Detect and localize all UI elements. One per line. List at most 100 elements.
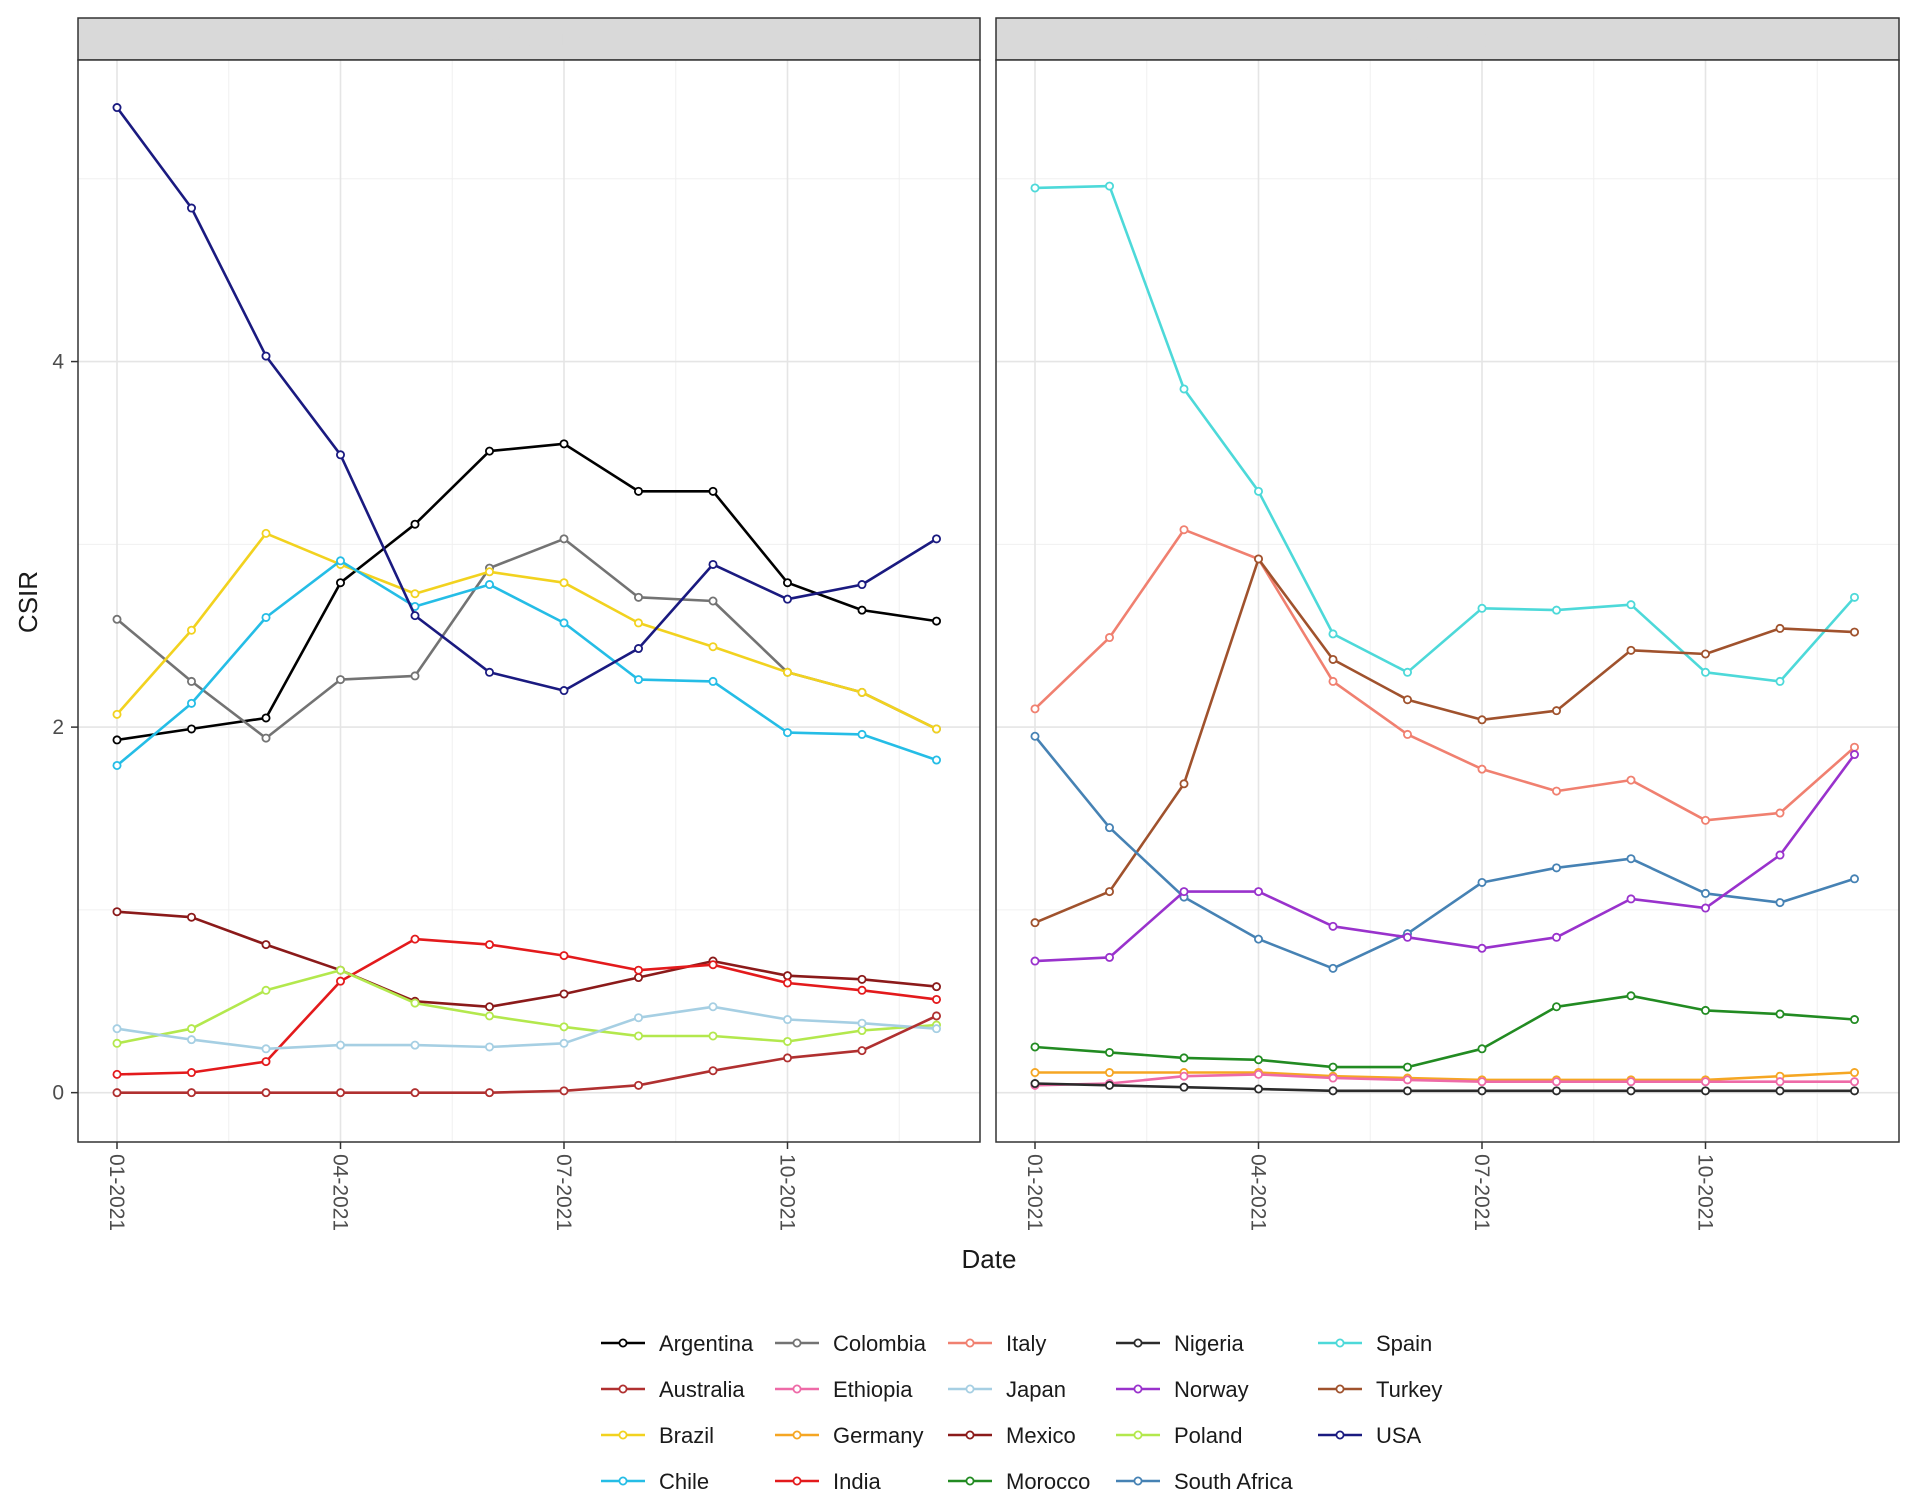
data-point-mexico — [261, 940, 271, 950]
data-point-japan — [484, 1042, 494, 1052]
series-layer — [112, 103, 942, 1098]
data-point-india — [410, 934, 420, 944]
series-line-mexico — [116, 910, 937, 1009]
gridlines — [996, 60, 1899, 1142]
data-point-chile — [335, 556, 345, 566]
data-point-germany — [1850, 1068, 1860, 1078]
series-line-india — [116, 937, 937, 1076]
data-point-india — [857, 985, 867, 995]
x-tick-label: 01-2021 — [105, 1154, 128, 1231]
data-point-south-africa — [1552, 863, 1562, 873]
data-point-norway — [1552, 932, 1562, 942]
data-point-colombia — [112, 614, 122, 624]
data-point-mexico — [484, 1002, 494, 1012]
series-line-germany — [1035, 1071, 1855, 1082]
data-point-australia — [559, 1086, 569, 1096]
data-point-south-africa — [1328, 963, 1338, 973]
legend-label-poland: Poland — [1174, 1423, 1243, 1448]
data-point-brazil — [112, 709, 122, 719]
legend-key-point-morocco — [965, 1476, 975, 1486]
data-point-morocco — [1701, 1005, 1711, 1015]
legend-label-argentina: Argentina — [659, 1331, 754, 1356]
data-point-japan — [410, 1040, 420, 1050]
data-point-usa — [932, 534, 942, 544]
data-point-nigeria — [1403, 1086, 1413, 1096]
data-point-germany — [1030, 1068, 1040, 1078]
data-point-italy — [1477, 764, 1487, 774]
series-line-brazil — [116, 532, 938, 731]
data-point-usa — [783, 594, 793, 604]
panel-grupo-2: Grupo 2 01-2021 04-2021 07-2021 10-2021 — [995, 17, 1900, 1231]
data-point-argentina — [261, 713, 271, 723]
data-point-nigeria — [1105, 1080, 1115, 1090]
legend-label-usa: USA — [1376, 1423, 1422, 1448]
legend-label-brazil: Brazil — [659, 1423, 714, 1448]
data-point-india — [335, 976, 345, 986]
data-point-morocco — [1775, 1009, 1785, 1019]
data-point-japan — [112, 1024, 122, 1034]
y-tick-label: 4 — [52, 351, 64, 374]
data-point-usa — [634, 644, 644, 654]
data-point-nigeria — [1477, 1086, 1487, 1096]
data-point-usa — [484, 667, 494, 677]
data-point-australia — [634, 1080, 644, 1090]
legend-key-point-argentina — [618, 1338, 628, 1348]
data-point-spain — [1701, 667, 1711, 677]
series-line-italy — [1034, 528, 1856, 822]
data-point-poland — [857, 1026, 867, 1036]
data-point-turkey — [1403, 695, 1413, 705]
data-point-australia — [708, 1066, 718, 1076]
legend-key-point-norway — [1133, 1384, 1143, 1394]
legend-key-point-chile — [618, 1476, 628, 1486]
data-point-australia — [932, 1011, 942, 1021]
legend-key-point-india — [792, 1476, 802, 1486]
data-point-ethiopia — [1552, 1077, 1562, 1087]
data-point-norway — [1775, 850, 1785, 860]
data-point-brazil — [559, 578, 569, 588]
data-point-turkey — [1328, 654, 1338, 664]
data-point-india — [261, 1057, 271, 1067]
data-point-turkey — [1477, 715, 1487, 725]
x-tick-label: 07-2021 — [1470, 1154, 1493, 1231]
data-point-south-africa — [1254, 934, 1264, 944]
data-point-spain — [1626, 600, 1636, 610]
panel-grupo-1: Grupo 1 01-2021 04-2021 07-2021 10-2021 — [77, 17, 981, 1231]
data-point-chile — [857, 729, 867, 739]
data-point-nigeria — [1179, 1082, 1189, 1092]
legend-key-point-spain — [1335, 1338, 1345, 1348]
data-point-chile — [186, 698, 196, 708]
legend-key-point-japan — [965, 1384, 975, 1394]
data-point-usa — [112, 103, 122, 113]
data-point-nigeria — [1328, 1086, 1338, 1096]
legend-label-japan: Japan — [1006, 1377, 1066, 1402]
data-point-italy — [1775, 808, 1785, 818]
data-point-ethiopia — [1403, 1075, 1413, 1085]
data-point-usa — [559, 686, 569, 696]
legend-label-ethiopia: Ethiopia — [833, 1377, 913, 1402]
data-point-chile — [932, 755, 942, 765]
data-point-south-africa — [1477, 877, 1487, 887]
legend-label-turkey: Turkey — [1376, 1377, 1442, 1402]
legend: Argentina Australia Brazil Chile Colombia Eth… — [601, 1331, 1442, 1494]
data-point-spain — [1850, 592, 1860, 602]
x-axis: 01-2021 04-2021 07-2021 10-2021 — [1023, 1142, 1717, 1231]
series-line-usa — [115, 106, 938, 692]
data-point-ethiopia — [1179, 1071, 1189, 1081]
data-point-australia — [857, 1046, 867, 1056]
data-point-morocco — [1552, 1002, 1562, 1012]
data-point-south-africa — [1775, 898, 1785, 908]
data-point-turkey — [1030, 918, 1040, 928]
data-point-norway — [1477, 943, 1487, 953]
data-point-colombia — [559, 534, 569, 544]
data-point-italy — [1105, 633, 1115, 643]
series-line-turkey — [1034, 557, 1855, 924]
data-point-morocco — [1105, 1047, 1115, 1057]
data-point-japan — [634, 1013, 644, 1023]
data-point-poland — [634, 1031, 644, 1041]
data-point-colombia — [335, 675, 345, 685]
legend-key-point-mexico — [965, 1430, 975, 1440]
panel-border — [77, 59, 981, 1143]
legend-key-point-turkey — [1335, 1384, 1345, 1394]
data-point-nigeria — [1701, 1086, 1711, 1096]
data-point-nigeria — [1552, 1086, 1562, 1096]
